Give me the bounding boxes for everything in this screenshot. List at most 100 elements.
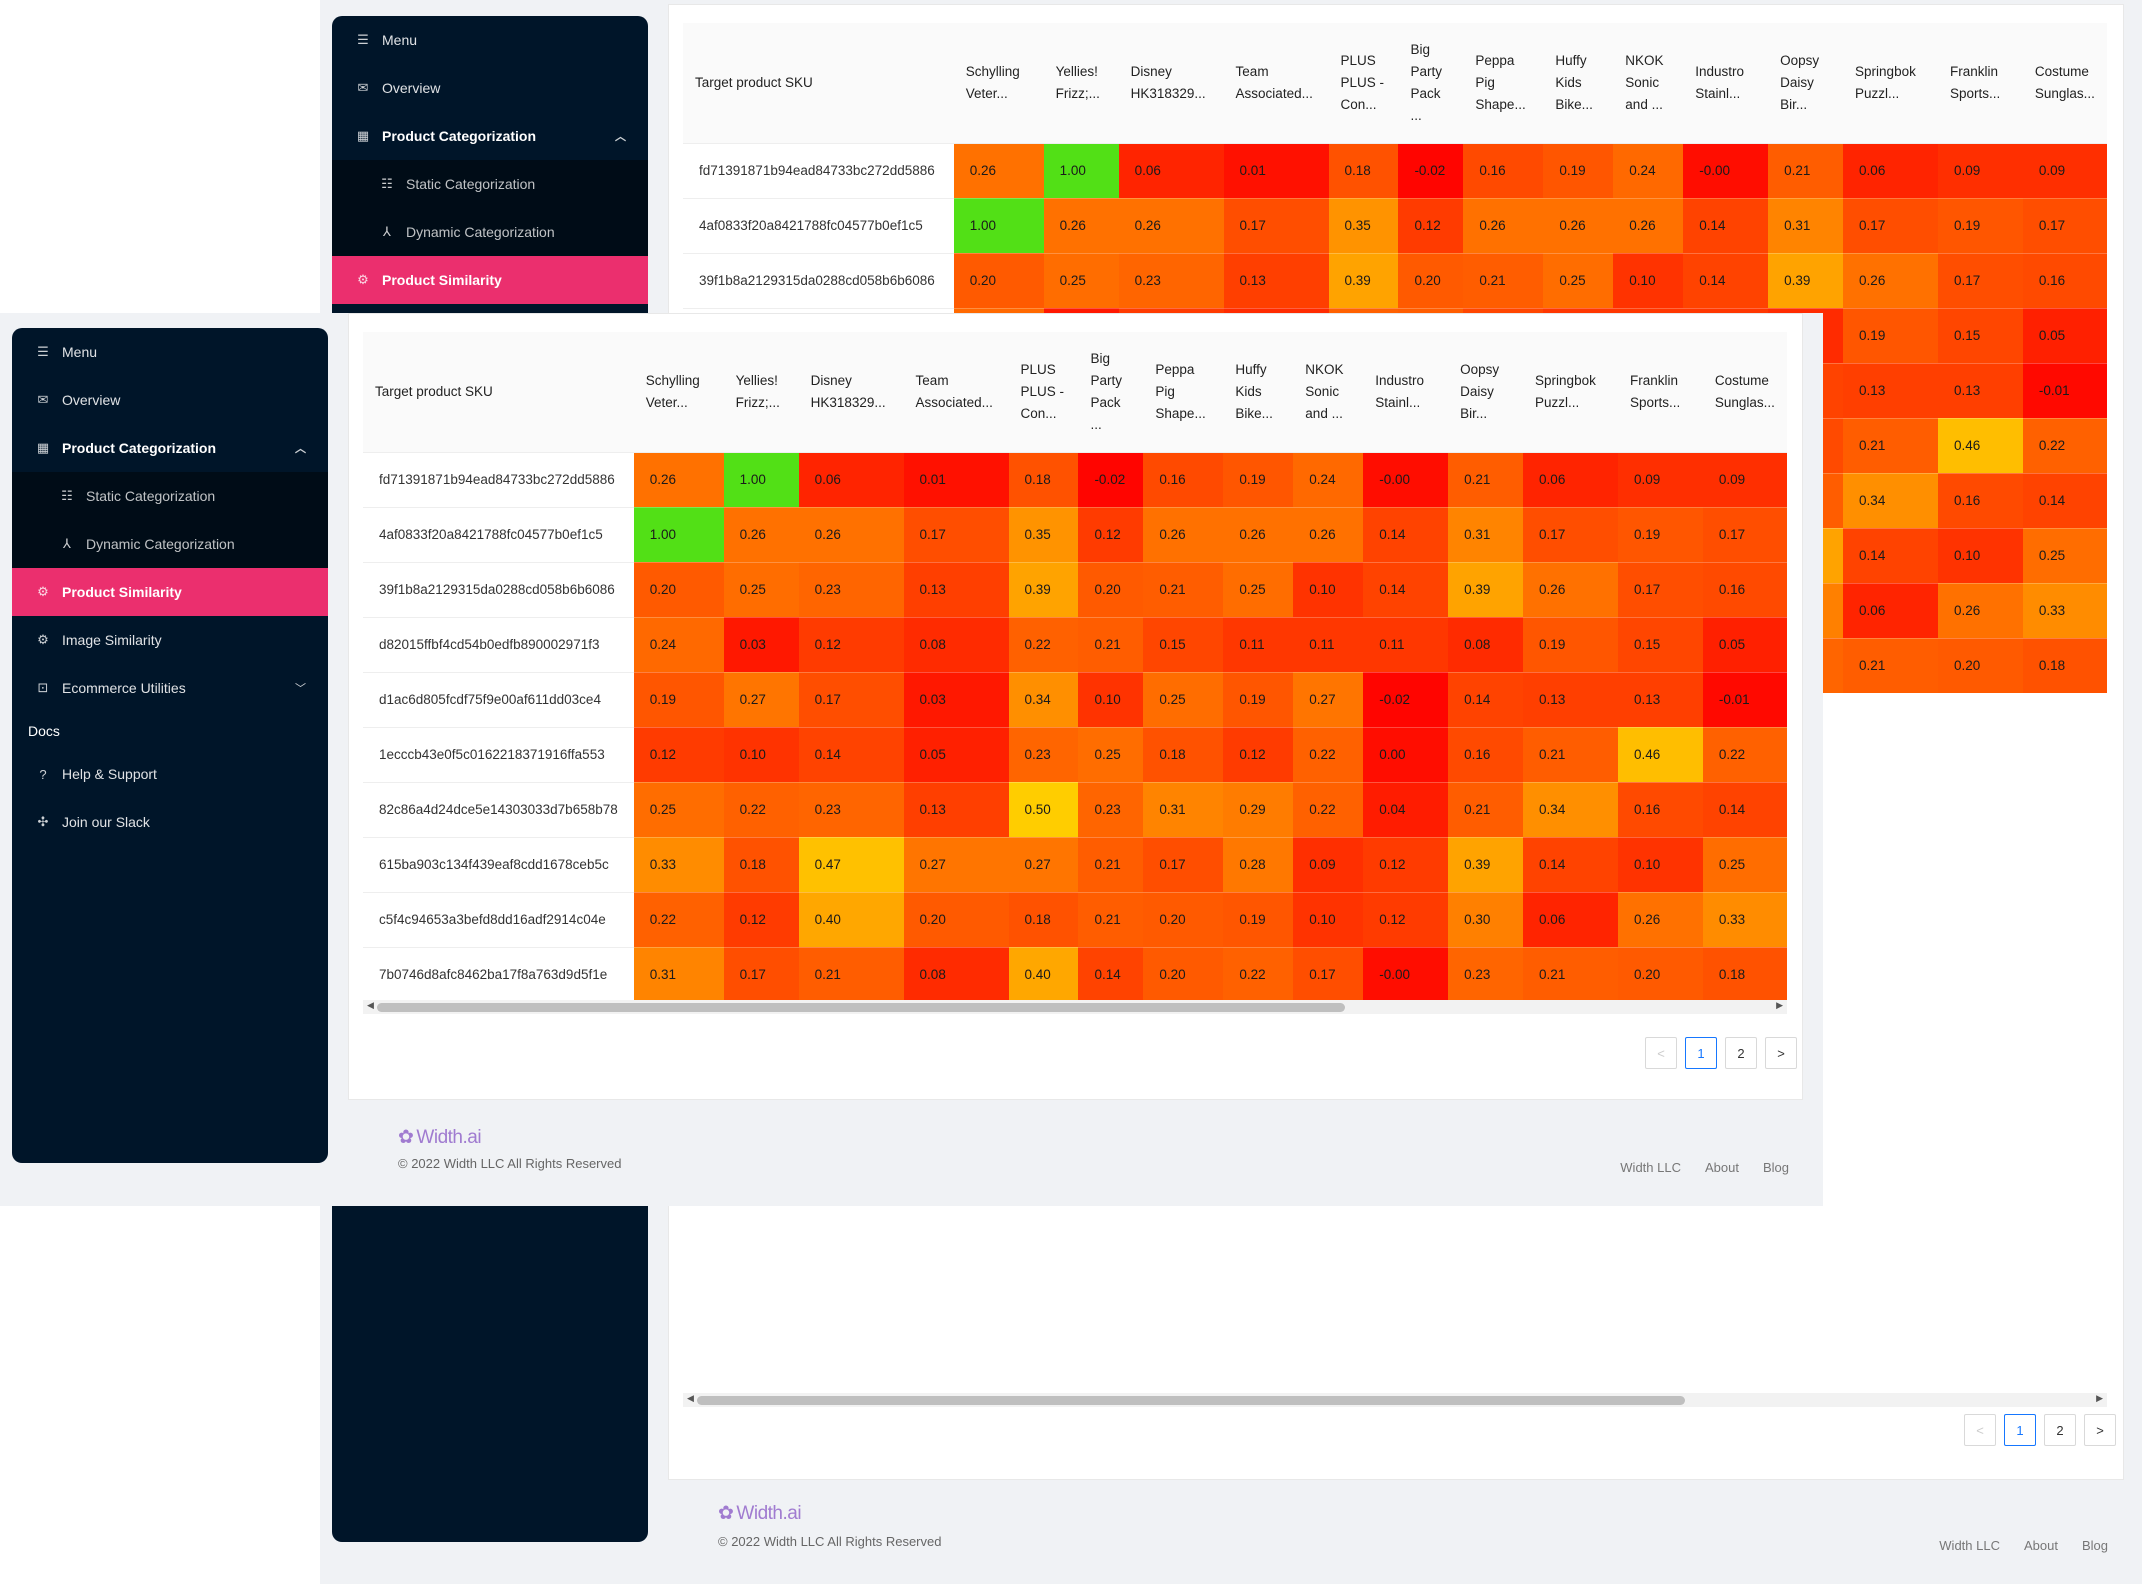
scroll-right-icon[interactable]: ▶ <box>2096 1393 2103 1403</box>
gear-icon: ⚙ <box>37 584 49 599</box>
scroll-left-icon[interactable]: ◀ <box>687 1393 694 1403</box>
column-header[interactable]: Huffy Kids Bike... <box>1223 332 1294 453</box>
column-header[interactable]: Oopsy Daisy Bir... <box>1448 332 1524 453</box>
chevron-down-icon: ﹀ <box>295 683 306 695</box>
column-header[interactable]: Springbok Puzzl... <box>1523 332 1618 453</box>
nav-dynamic-categorization[interactable]: ⅄ Dynamic Categorization <box>332 208 648 256</box>
nav-ecommerce-utilities[interactable]: ⊡ Ecommerce Utilities ﹀ <box>12 664 328 712</box>
similarity-cell: 0.29 <box>1223 782 1294 838</box>
nav-overview[interactable]: ✉ Overview <box>12 376 328 424</box>
page-2-button[interactable]: 2 <box>1725 1037 1757 1069</box>
nav-overview[interactable]: ✉ Overview <box>332 64 648 112</box>
column-header[interactable]: Costume Sunglas... <box>2022 23 2107 144</box>
column-header[interactable]: Springbok Puzzl... <box>1843 23 1938 144</box>
nav-menu[interactable]: ☰ Menu <box>12 328 328 376</box>
column-header-sku[interactable]: Target product SKU <box>683 23 954 144</box>
similarity-cell: 0.26 <box>1617 892 1703 948</box>
nav-menu[interactable]: ☰ Menu <box>332 16 648 64</box>
column-header[interactable]: Yellies! Frizz;... <box>1043 23 1119 144</box>
similarity-cell: 0.20 <box>633 562 724 618</box>
similarity-cell: 0.19 <box>1223 672 1294 728</box>
prev-page-button[interactable]: < <box>1645 1037 1677 1069</box>
column-header[interactable]: Oopsy Daisy Bir... <box>1768 23 1844 144</box>
page-1-button[interactable]: 1 <box>2004 1414 2036 1446</box>
horizontal-scrollbar[interactable]: ◀ ▶ <box>683 1393 2107 1407</box>
similarity-cell: 0.31 <box>1768 198 1844 254</box>
page-2-button[interactable]: 2 <box>2044 1414 2076 1446</box>
similarity-cell: 0.14 <box>1683 253 1769 309</box>
nav-help-support[interactable]: ? Help & Support <box>12 750 328 798</box>
column-header[interactable]: Team Associated... <box>1223 23 1329 144</box>
next-page-button[interactable]: > <box>2084 1414 2116 1446</box>
similarity-cell: 0.00 <box>1363 727 1449 783</box>
nav-join-slack[interactable]: ✣ Join our Slack <box>12 798 328 846</box>
column-header[interactable]: Schylling Veter... <box>953 23 1044 144</box>
column-header[interactable]: Big Party Pack ... <box>1078 332 1144 453</box>
similarity-cell: 0.35 <box>1328 198 1399 254</box>
column-header[interactable]: Yellies! Frizz;... <box>723 332 799 453</box>
chevron-up-icon: ︿ <box>295 443 306 455</box>
nav-static-categorization[interactable]: ☷ Static Categorization <box>12 472 328 520</box>
column-header[interactable]: Costume Sunglas... <box>1702 332 1787 453</box>
column-header[interactable]: Peppa Pig Shape... <box>1143 332 1224 453</box>
footer-link-width[interactable]: Width LLC <box>1620 1160 1681 1175</box>
similarity-cell: 0.39 <box>1448 837 1524 893</box>
prev-page-button[interactable]: < <box>1964 1414 1996 1446</box>
similarity-cell: 0.18 <box>2022 638 2107 694</box>
nav-dynamic-categorization[interactable]: ⅄ Dynamic Categorization <box>12 520 328 568</box>
column-header[interactable]: Team Associated... <box>903 332 1009 453</box>
similarity-cell: 0.09 <box>1937 143 2023 199</box>
nav-static-categorization[interactable]: ☷ Static Categorization <box>332 160 648 208</box>
similarity-cell: 0.26 <box>798 507 904 563</box>
nav-product-similarity[interactable]: ⚙ Product Similarity <box>332 256 648 304</box>
similarity-cell: -0.00 <box>1363 947 1449 1003</box>
similarity-cell: 0.05 <box>903 727 1009 783</box>
footer-link-about[interactable]: About <box>2023 1538 2058 1553</box>
next-page-button[interactable]: > <box>1765 1037 1797 1069</box>
footer-link-blog[interactable]: Blog <box>2081 1538 2108 1553</box>
similarity-cell: 0.26 <box>953 143 1044 199</box>
footer-link-blog[interactable]: Blog <box>1762 1160 1789 1175</box>
column-header[interactable]: Big Party Pack ... <box>1398 23 1464 144</box>
column-header[interactable]: NKOK Sonic and ... <box>1293 332 1364 453</box>
scroll-thumb[interactable] <box>697 1396 1685 1405</box>
similarity-cell: 0.17 <box>1937 253 2023 309</box>
horizontal-scrollbar[interactable]: ◀ ▶ <box>363 1000 1787 1014</box>
footer-link-width[interactable]: Width LLC <box>1939 1538 2000 1553</box>
similarity-cell: 0.18 <box>1702 947 1787 1003</box>
column-header-sku[interactable]: Target product SKU <box>363 332 634 453</box>
nav-product-categorization[interactable]: ▦ Product Categorization ︿ <box>12 424 328 472</box>
similarity-cell: 0.13 <box>1523 672 1618 728</box>
similarity-cell: 0.16 <box>1937 473 2023 529</box>
scroll-right-icon[interactable]: ▶ <box>1776 1000 1783 1010</box>
similarity-cell: 0.15 <box>1143 617 1224 673</box>
similarity-cell: 0.21 <box>1523 947 1618 1003</box>
similarity-cell: 0.21 <box>1768 143 1844 199</box>
column-header[interactable]: Peppa Pig Shape... <box>1463 23 1544 144</box>
column-header[interactable]: Industro Stainl... <box>1683 23 1769 144</box>
column-header[interactable]: Franklin Sports... <box>1937 23 2023 144</box>
column-header[interactable]: Huffy Kids Bike... <box>1543 23 1614 144</box>
column-header[interactable]: Disney HK318329... <box>798 332 904 453</box>
scroll-thumb[interactable] <box>377 1003 1345 1012</box>
column-header[interactable]: Industro Stainl... <box>1363 332 1449 453</box>
column-header[interactable]: Franklin Sports... <box>1617 332 1703 453</box>
column-header[interactable]: Disney HK318329... <box>1118 23 1224 144</box>
similarity-cell: 0.20 <box>953 253 1044 309</box>
column-header[interactable]: PLUS PLUS - Con... <box>1328 23 1399 144</box>
scroll-left-icon[interactable]: ◀ <box>367 1000 374 1010</box>
nav-image-similarity[interactable]: ⚙ Image Similarity <box>12 616 328 664</box>
column-header[interactable]: PLUS PLUS - Con... <box>1008 332 1079 453</box>
nav-product-similarity[interactable]: ⚙ Product Similarity <box>12 568 328 616</box>
column-header[interactable]: Schylling Veter... <box>633 332 724 453</box>
footer-link-about[interactable]: About <box>1704 1160 1739 1175</box>
similarity-cell: 0.17 <box>1843 198 1938 254</box>
similarity-cell: 0.34 <box>1843 473 1938 529</box>
nav-product-categorization[interactable]: ▦ Product Categorization ︿ <box>332 112 648 160</box>
similarity-cell: 0.17 <box>903 507 1009 563</box>
page-1-button[interactable]: 1 <box>1685 1037 1717 1069</box>
column-header[interactable]: NKOK Sonic and ... <box>1613 23 1684 144</box>
similarity-cell: 0.11 <box>1293 617 1364 673</box>
